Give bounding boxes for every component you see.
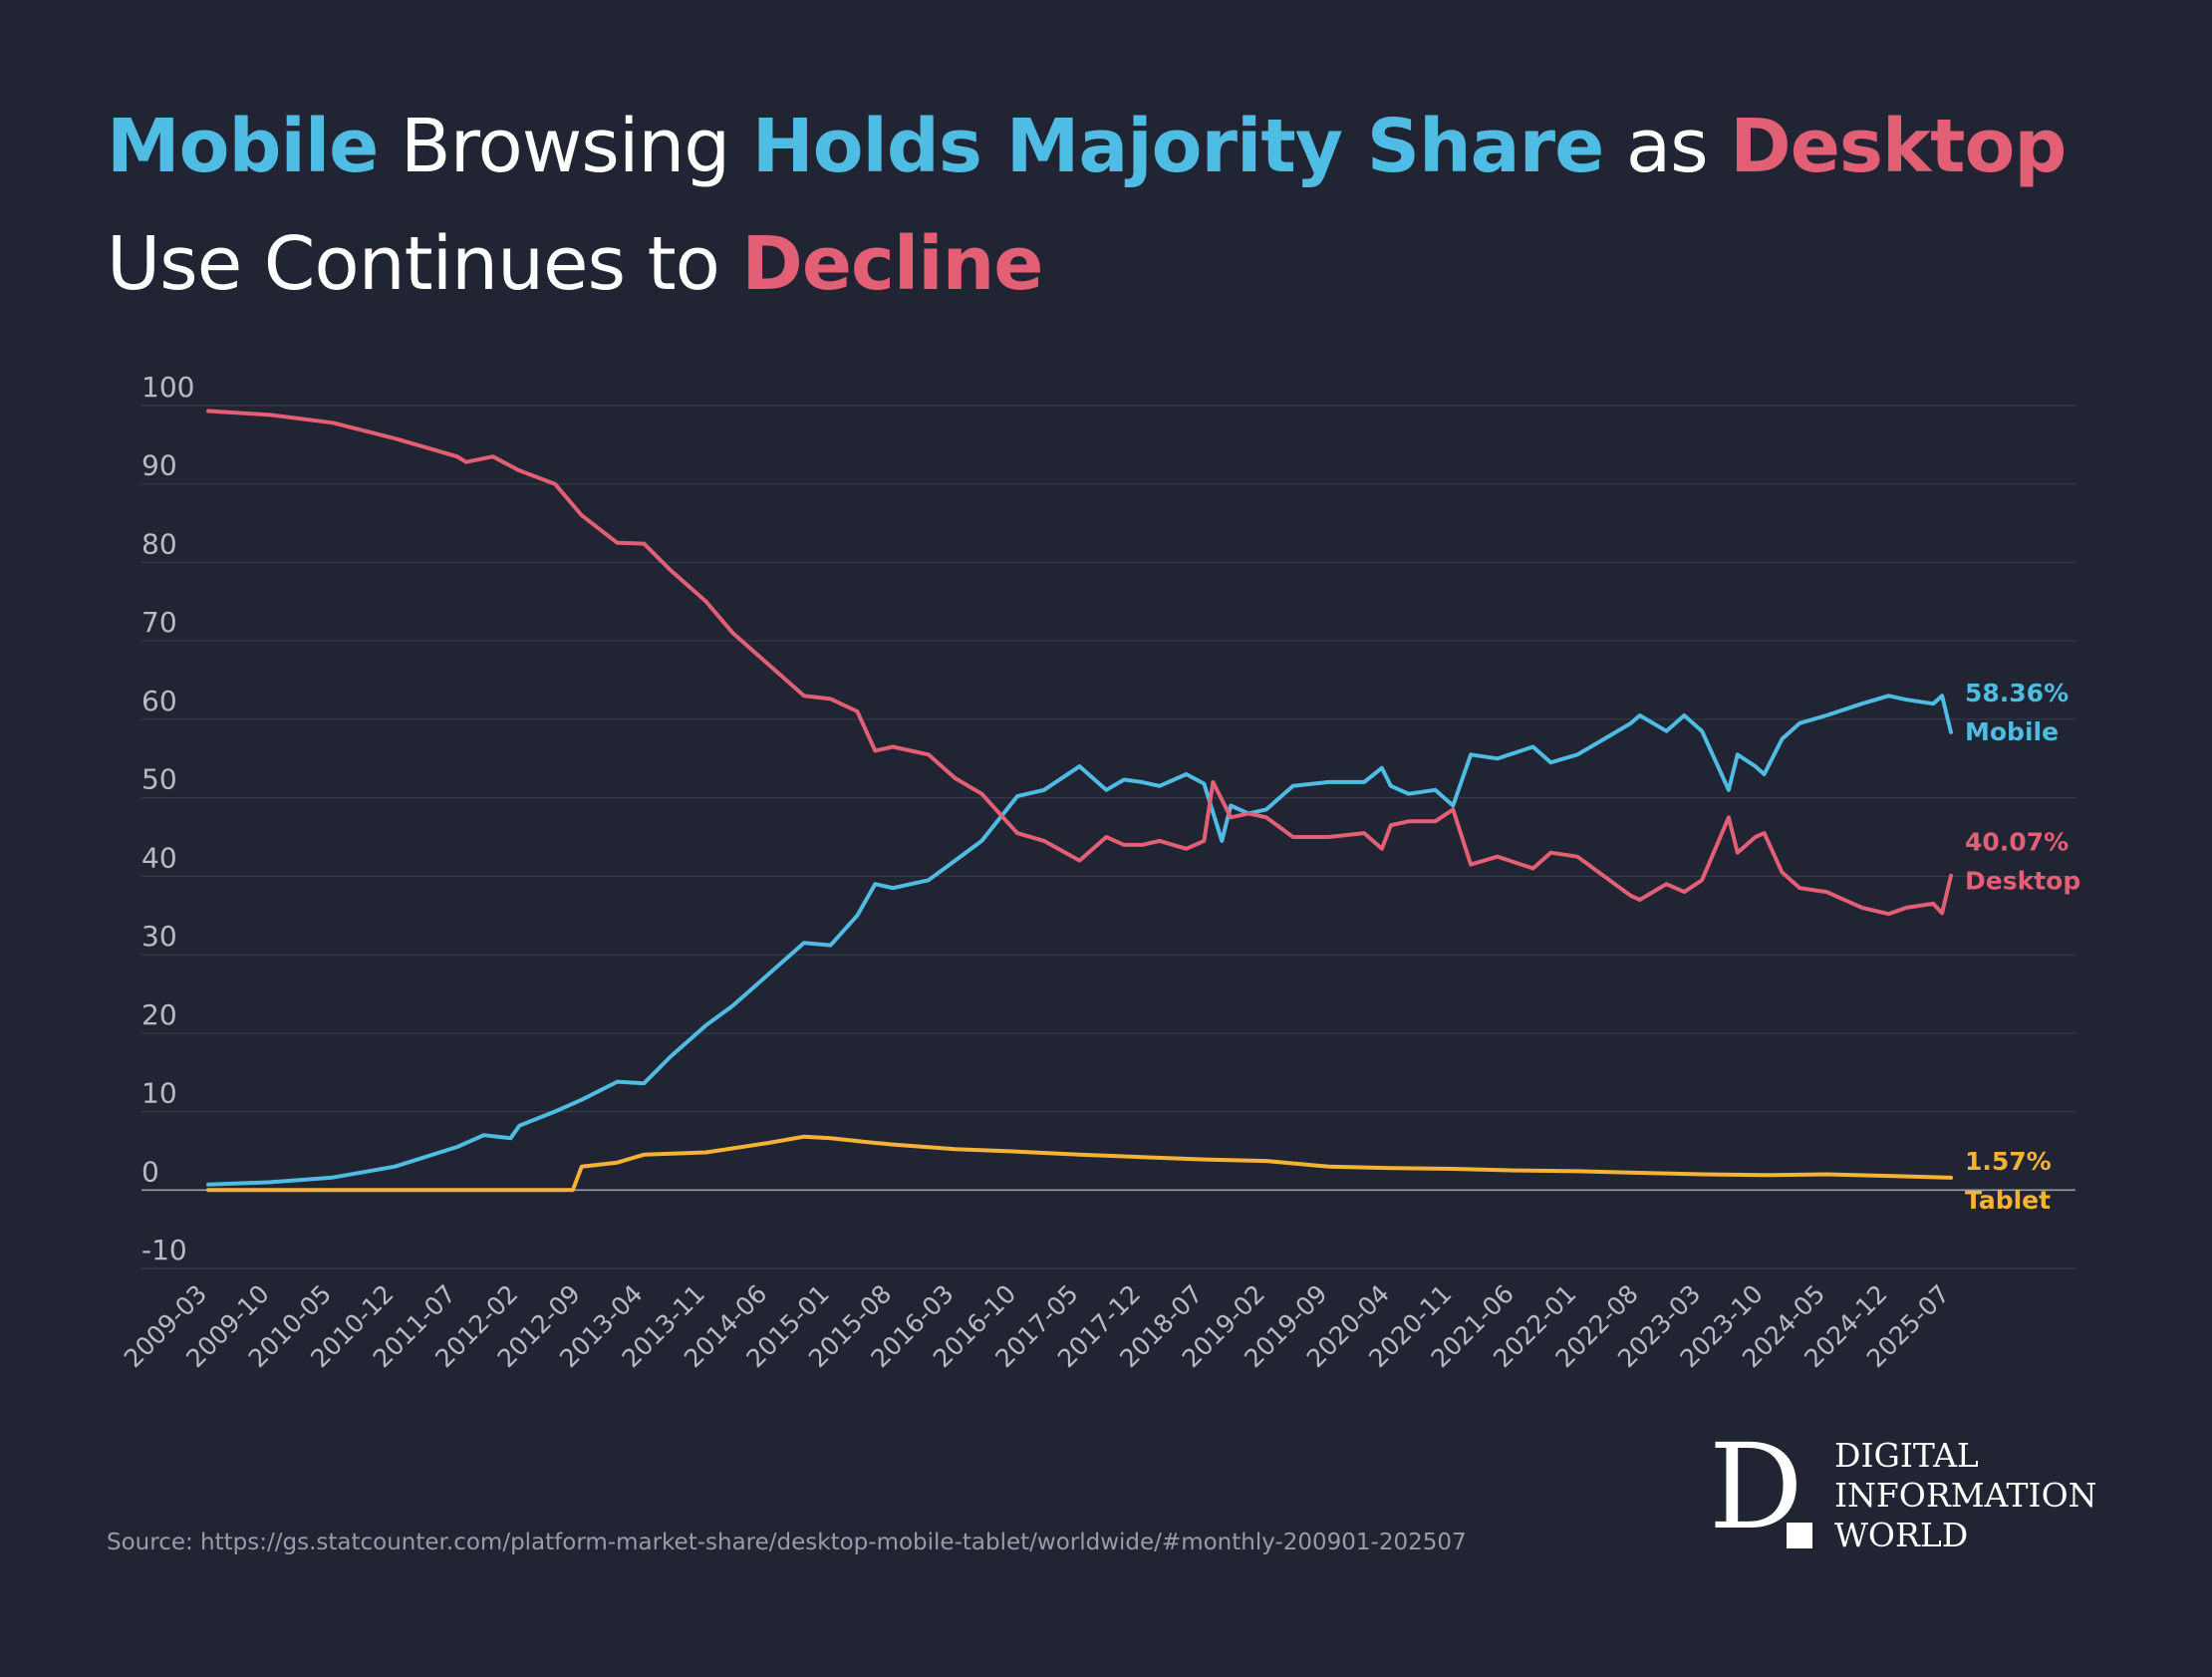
series-line-mobile xyxy=(206,694,1953,1187)
logo-line-3: WORLD xyxy=(1834,1516,1969,1554)
logo-square xyxy=(1787,1523,1812,1548)
end-series-name-desktop: Desktop xyxy=(1965,866,2080,895)
series-layer xyxy=(206,409,1953,1193)
series-line-tablet xyxy=(206,1134,1953,1193)
title-line-2: Use Continues to Decline xyxy=(107,205,2139,323)
grid-layer xyxy=(141,405,2075,1269)
y-tick-label: 80 xyxy=(141,527,177,560)
end-series-name-mobile: Mobile xyxy=(1965,717,2059,746)
chart-title: Mobile Browsing Holds Majority Share as … xyxy=(107,88,2139,323)
title-word-decline: Decline xyxy=(741,221,1043,307)
y-tick-label: 50 xyxy=(141,763,177,796)
y-tick-label: 0 xyxy=(141,1155,159,1188)
x-axis-ticks: 2009-032009-102010-052010-122011-072012-… xyxy=(119,1279,1955,1373)
title-word-desktop: Desktop xyxy=(1730,104,2067,189)
logo-line-1: DIGITAL xyxy=(1834,1436,1979,1475)
title-phrase-majority: Holds Majority Share xyxy=(751,104,1605,189)
title-word-as: as xyxy=(1603,104,1731,189)
source-note: Source: https://gs.statcounter.com/platf… xyxy=(107,1530,1467,1555)
y-tick-label: 90 xyxy=(141,449,177,482)
logo-wordmark: DIGITAL INFORMATION WORLD xyxy=(1834,1436,2097,1555)
digital-information-world-logo: D DIGITAL INFORMATION WORLD xyxy=(1709,1422,2127,1559)
end-labels: 58.36% Mobile 40.07% Desktop 1.57% Tablet xyxy=(1965,679,2080,1215)
y-tick-label: 30 xyxy=(141,920,177,953)
end-value-desktop: 40.07% xyxy=(1965,827,2069,856)
y-tick-label: 60 xyxy=(141,685,177,717)
y-tick-label: 70 xyxy=(141,606,177,639)
y-tick-label: 40 xyxy=(141,841,177,874)
series-line-desktop xyxy=(206,409,1953,917)
title-phrase-use: Use Continues to xyxy=(107,221,742,307)
y-tick-label: 20 xyxy=(141,998,177,1031)
y-tick-label: 100 xyxy=(141,371,194,404)
y-tick-label: -10 xyxy=(141,1234,187,1266)
title-line-1: Mobile Browsing Holds Majority Share as … xyxy=(107,88,2139,205)
end-value-mobile: 58.36% xyxy=(1965,679,2069,707)
title-word-browsing: Browsing xyxy=(378,104,752,189)
end-value-tablet: 1.57% xyxy=(1965,1147,2052,1176)
title-word-mobile: Mobile xyxy=(107,104,379,189)
logo-line-2: INFORMATION xyxy=(1834,1476,2097,1515)
y-tick-label: 10 xyxy=(141,1077,177,1110)
end-series-name-tablet: Tablet xyxy=(1965,1186,2051,1215)
